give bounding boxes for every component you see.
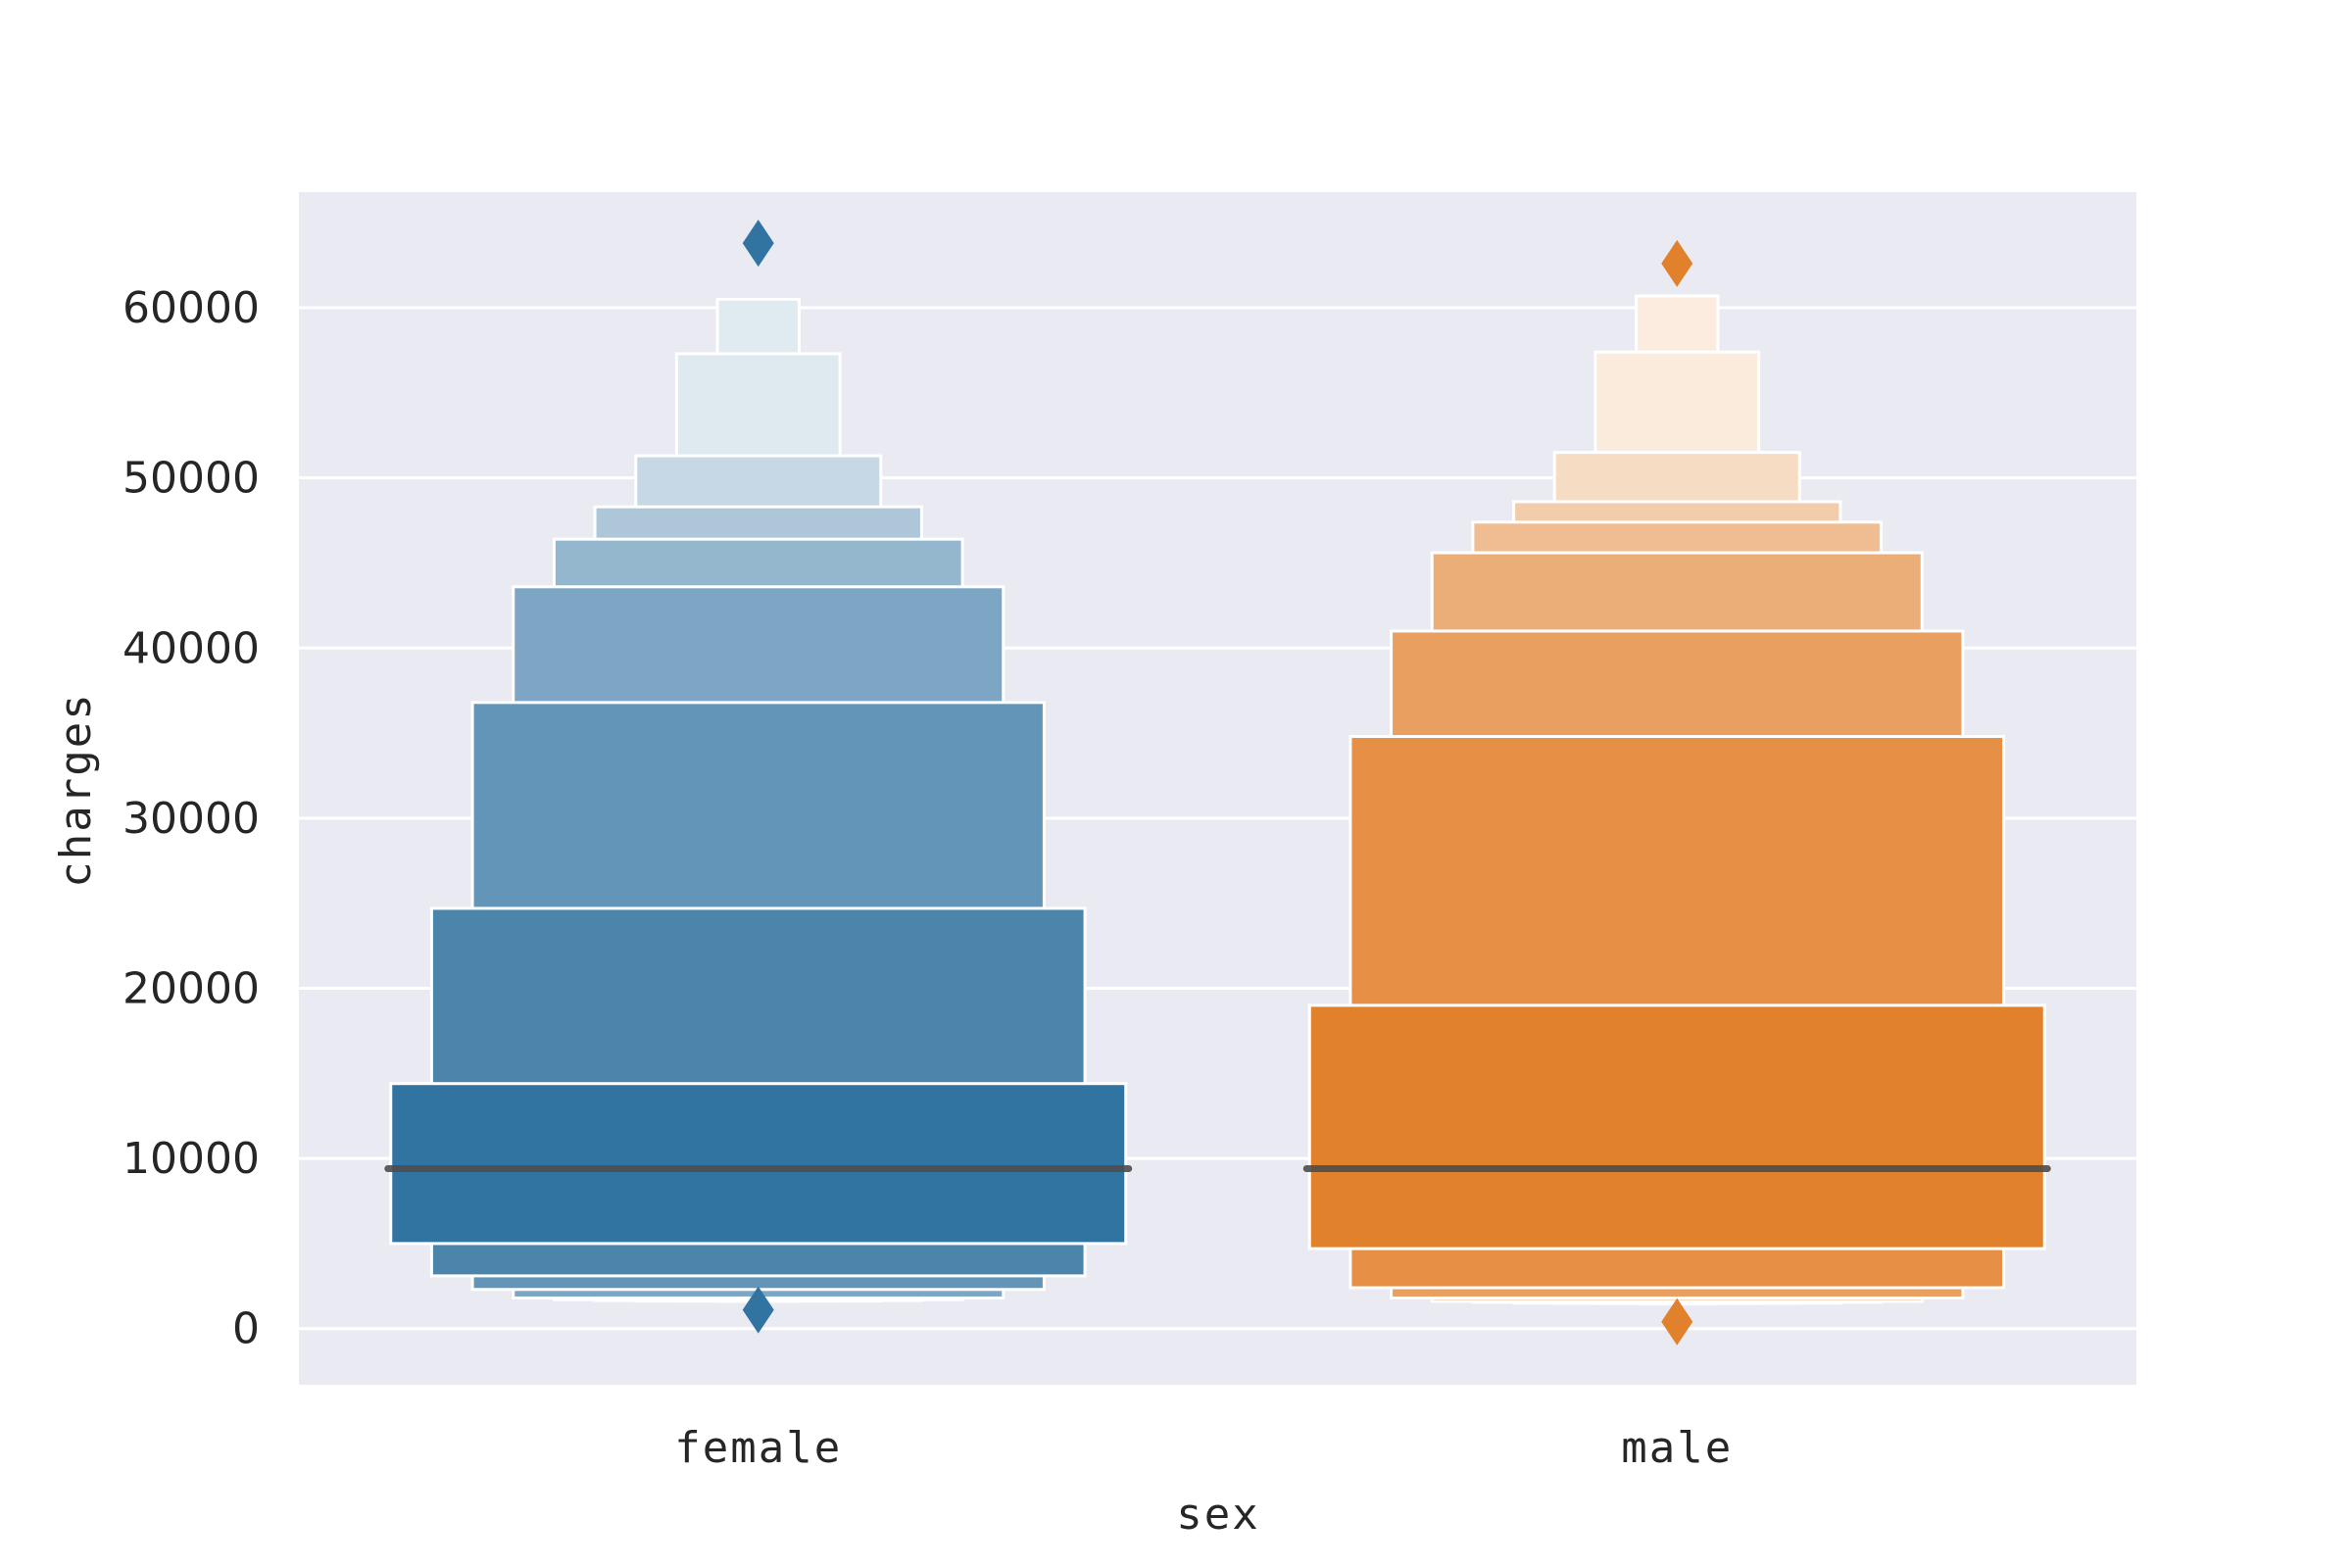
- series-male: [1302, 239, 2051, 1346]
- y-tick-label: 60000: [122, 283, 260, 333]
- boxen-box: [389, 1082, 1128, 1246]
- boxen-series: [384, 220, 2051, 1346]
- y-tick-label: 40000: [122, 623, 260, 673]
- x-tick-label-female: female: [674, 1423, 842, 1473]
- outlier-marker: [1661, 239, 1693, 287]
- y-tick-label: 20000: [122, 963, 260, 1013]
- series-female: [384, 220, 1133, 1334]
- outlier-marker: [742, 220, 774, 268]
- y-axis-label: charges: [51, 692, 101, 887]
- x-axis-label: sex: [1176, 1490, 1259, 1540]
- outlier-marker: [742, 1286, 774, 1334]
- x-tick-labels: female male: [674, 1423, 1733, 1473]
- boxen-box: [1307, 1004, 2046, 1250]
- y-tick-label: 50000: [122, 454, 260, 504]
- y-tick-labels: 0 10000 20000 30000 40000 50000 60000: [122, 283, 260, 1354]
- y-tick-label: 10000: [122, 1134, 260, 1184]
- outlier-marker: [1661, 1298, 1693, 1346]
- y-tick-label: 30000: [122, 794, 260, 844]
- y-tick-label: 0: [232, 1304, 260, 1354]
- x-tick-label-male: male: [1621, 1423, 1733, 1473]
